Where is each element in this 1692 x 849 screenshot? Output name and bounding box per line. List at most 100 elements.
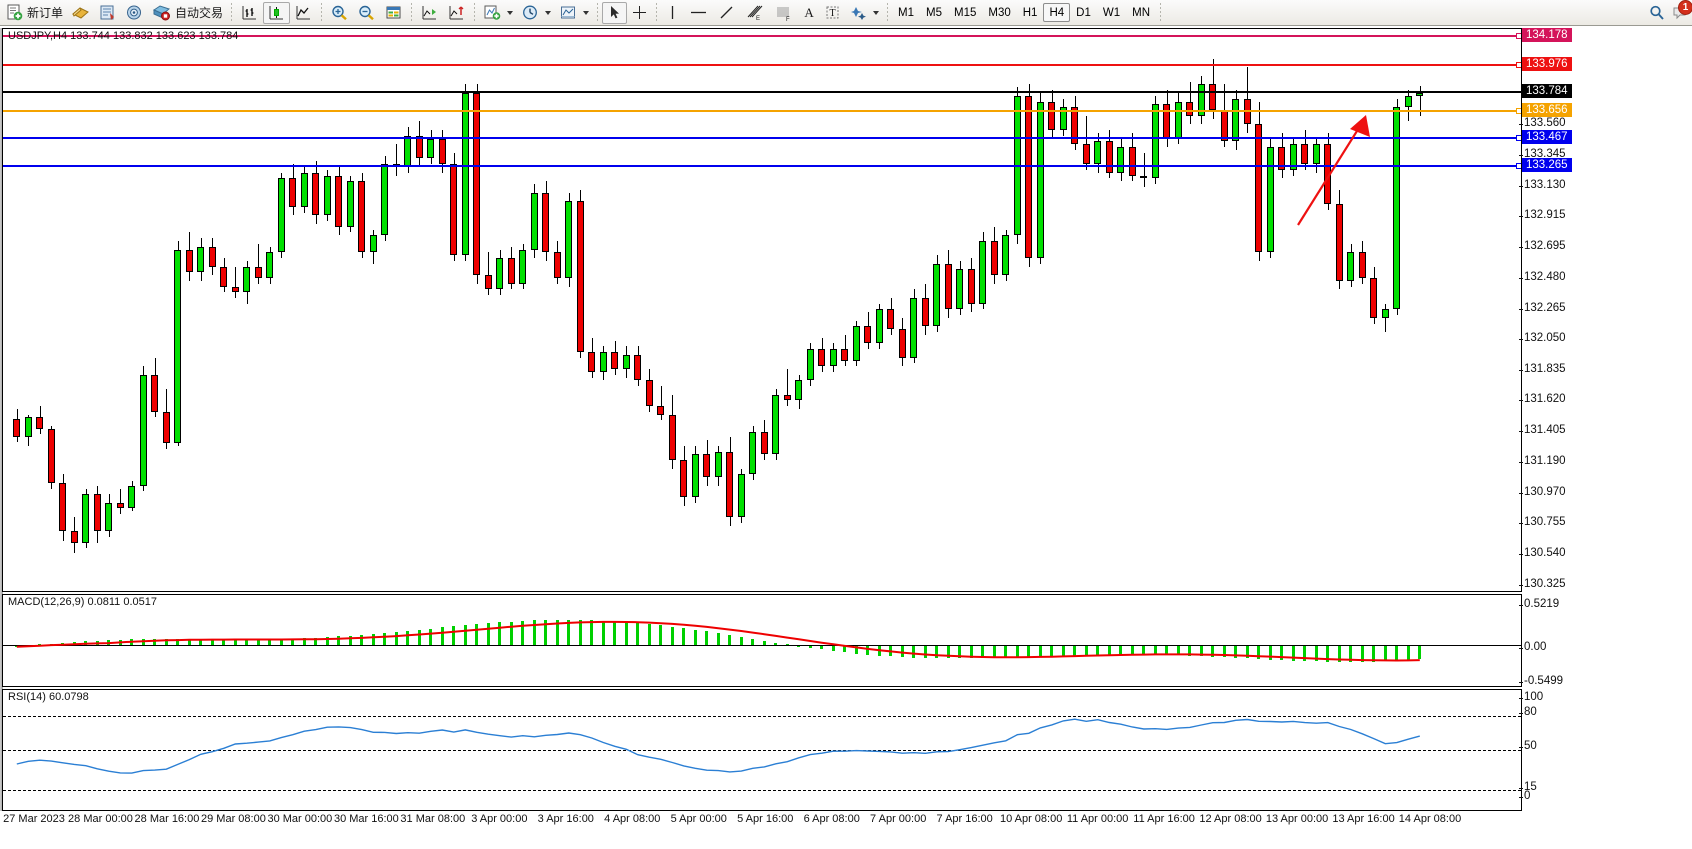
cursor-tool-button[interactable] bbox=[602, 1, 628, 24]
zoom-in-button[interactable] bbox=[326, 2, 353, 24]
price-tag-resistance[interactable]: 134.178 bbox=[1522, 28, 1572, 43]
timeframe-d1[interactable]: D1 bbox=[1076, 6, 1091, 19]
chart-grid-button[interactable] bbox=[380, 2, 407, 24]
chart-shift-button[interactable] bbox=[416, 2, 443, 24]
vertical-line-tool-button[interactable] bbox=[661, 2, 684, 24]
text-tool-button[interactable]: A bbox=[798, 2, 820, 24]
candlestick-chart-button[interactable] bbox=[263, 1, 291, 24]
chevron-down-icon[interactable] bbox=[545, 10, 552, 15]
add-indicator-button[interactable] bbox=[479, 2, 517, 24]
candle-body-bullish bbox=[82, 494, 90, 543]
indicators-button[interactable] bbox=[67, 2, 94, 24]
chevron-down-icon[interactable] bbox=[583, 10, 590, 15]
rsi-tick: 80 bbox=[1519, 706, 1537, 718]
price-level-line-resistance[interactable] bbox=[3, 33, 1521, 40]
timeframe-m1[interactable]: M1 bbox=[898, 6, 915, 19]
chevron-down-icon[interactable] bbox=[873, 10, 880, 15]
line-chart-button[interactable] bbox=[290, 2, 317, 24]
trendline-tool-button[interactable] bbox=[713, 2, 740, 24]
auto-scroll-button[interactable] bbox=[443, 2, 470, 24]
timeframe-w1[interactable]: W1 bbox=[1102, 6, 1121, 19]
fibonacci-fan-tool-button[interactable]: F bbox=[769, 2, 798, 24]
rsi-oversold-line bbox=[3, 789, 1521, 791]
price-tag-pivot[interactable]: 133.656 bbox=[1522, 102, 1572, 117]
price-scale[interactable]: 133.560 133.345 133.130 132.915 132.695 132.4… bbox=[1518, 28, 1690, 811]
fibonacci-tool-button[interactable]: E bbox=[740, 2, 769, 24]
bar-chart-button[interactable] bbox=[236, 2, 263, 24]
level-drag-handle[interactable] bbox=[1516, 163, 1521, 170]
price-chart-panel[interactable]: USDJPY,H4 133.744 133.832 133.623 133.78… bbox=[2, 28, 1522, 592]
timeframe-m30[interactable]: M30 bbox=[988, 6, 1011, 19]
price-level-line-last-price[interactable] bbox=[3, 91, 1521, 94]
macd-histogram-bar bbox=[452, 626, 456, 646]
candle-body-bullish bbox=[197, 246, 205, 273]
search-button[interactable] bbox=[1644, 2, 1670, 24]
price-level-line-support[interactable] bbox=[3, 163, 1521, 170]
candle-body-bearish bbox=[1335, 204, 1343, 281]
level-drag-handle[interactable] bbox=[1516, 62, 1521, 69]
macd-histogram-bar bbox=[958, 645, 962, 659]
new-order-button[interactable]: 新订单 bbox=[2, 2, 67, 24]
crosshair-tool-button[interactable] bbox=[627, 2, 652, 24]
candle-body-bearish bbox=[473, 93, 481, 276]
bullish-trend-arrow[interactable] bbox=[1288, 107, 1408, 237]
candle-body-bullish bbox=[530, 192, 538, 250]
chart-scrollbar[interactable] bbox=[0, 28, 3, 811]
zoom-out-button[interactable] bbox=[353, 2, 380, 24]
chart-area[interactable]: USDJPY,H4 133.744 133.832 133.623 133.78… bbox=[0, 26, 1692, 849]
price-tick: 133.130 bbox=[1519, 178, 1566, 191]
timeframe-m15[interactable]: M15 bbox=[954, 6, 977, 19]
templates-button[interactable] bbox=[555, 2, 593, 24]
rsi-panel[interactable]: RSI(14) 60.0798 bbox=[2, 689, 1522, 811]
notification-count: 1 bbox=[1678, 0, 1692, 15]
macd-histogram-bar bbox=[176, 639, 180, 646]
level-drag-handle[interactable] bbox=[1516, 33, 1521, 40]
autotrade-button[interactable]: 自动交易 bbox=[148, 2, 227, 24]
price-tag-support[interactable]: 133.467 bbox=[1522, 129, 1572, 144]
price-level-line-resistance[interactable] bbox=[3, 62, 1521, 69]
macd-histogram-bar bbox=[199, 639, 203, 646]
macd-histogram-bar bbox=[1303, 645, 1307, 662]
shapes-tool-button[interactable] bbox=[845, 2, 883, 24]
candle-body-bullish bbox=[1393, 107, 1401, 310]
macd-histogram-bar bbox=[1268, 645, 1272, 660]
timeframe-mn[interactable]: MN bbox=[1132, 6, 1150, 19]
navigator-button[interactable] bbox=[121, 2, 148, 24]
candle-body-bearish bbox=[944, 263, 952, 310]
toolbar-separator-4 bbox=[474, 3, 476, 22]
timeframe-m5[interactable]: M5 bbox=[926, 6, 942, 19]
rsi-tick: 0 bbox=[1518, 790, 1531, 802]
level-drag-handle[interactable] bbox=[1516, 134, 1521, 141]
timeframe-h1[interactable]: H1 bbox=[1022, 6, 1038, 19]
notifications-button[interactable]: 1 bbox=[1670, 0, 1692, 23]
period-button[interactable] bbox=[517, 2, 555, 24]
candle-body-bullish bbox=[1404, 95, 1412, 108]
chevron-down-icon[interactable] bbox=[507, 10, 514, 15]
candle-body-bearish bbox=[898, 329, 906, 358]
price-level-line-pivot[interactable] bbox=[3, 107, 1521, 114]
candle-body-bearish bbox=[634, 354, 642, 381]
autotrade-label: 自动交易 bbox=[175, 6, 224, 20]
candle-body-bearish bbox=[438, 138, 446, 165]
price-plot[interactable] bbox=[3, 29, 1521, 591]
candle-body-bullish bbox=[1002, 235, 1010, 276]
candle-body-bearish bbox=[1301, 144, 1309, 165]
macd-histogram-bar bbox=[1360, 645, 1364, 662]
macd-histogram-bar bbox=[1395, 645, 1399, 661]
market-watch-button[interactable] bbox=[94, 2, 121, 24]
price-level-line-support[interactable] bbox=[3, 134, 1521, 141]
horizontal-line-tool-button[interactable] bbox=[684, 2, 713, 24]
price-tag-last-price[interactable]: 133.784 bbox=[1522, 84, 1572, 99]
timeframe-h4[interactable]: H4 bbox=[1043, 3, 1071, 22]
macd-panel[interactable]: MACD(12,26,9) 0.0811 0.0517 bbox=[2, 594, 1522, 687]
macd-histogram-bar bbox=[578, 619, 582, 646]
macd-histogram-bar bbox=[716, 633, 720, 646]
price-tag-resistance[interactable]: 133.976 bbox=[1522, 57, 1572, 72]
text-label-tool-button[interactable]: T bbox=[820, 2, 845, 24]
level-drag-handle[interactable] bbox=[1516, 107, 1521, 114]
macd-signal-line bbox=[16, 620, 1420, 662]
price-tag-support[interactable]: 133.265 bbox=[1522, 158, 1572, 173]
candle-body-bearish bbox=[415, 135, 423, 159]
date-axis[interactable]: 27 Mar 2023 28 Mar 00:00 28 Mar 16:00 29 Ma… bbox=[0, 812, 1692, 828]
macd-histogram-bar bbox=[659, 625, 663, 646]
